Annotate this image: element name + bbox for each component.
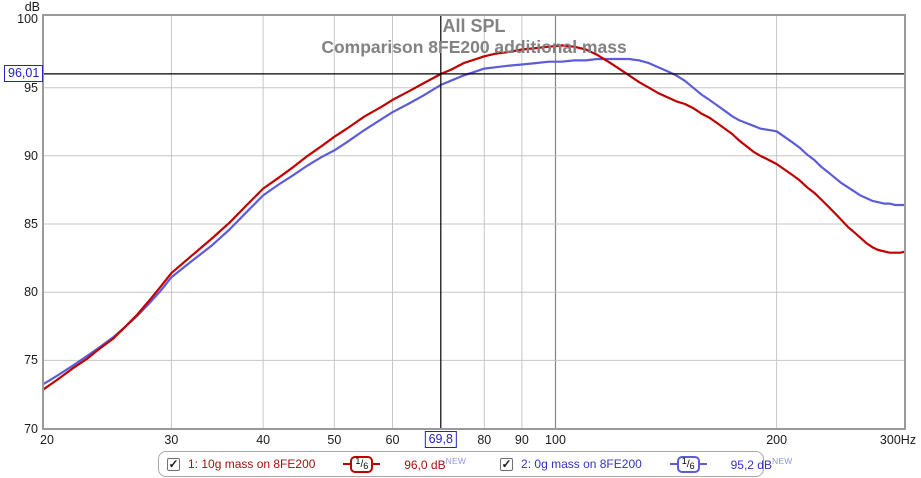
x-tick-label: 100 (545, 433, 566, 447)
plot-area[interactable] (42, 14, 906, 430)
x-tick-label: 50 (327, 433, 342, 447)
measurement-1-label: 1: 10g mass on 8FE200 (188, 457, 316, 471)
checkmark-icon: ✓ (501, 456, 512, 471)
smoothing-badge-1[interactable]: 1/6 (343, 455, 381, 473)
measurement-2-label: 2: 0g mass on 8FE200 (521, 457, 642, 471)
line-sample-icon (373, 463, 381, 465)
x-tick-label: 300Hz (879, 433, 917, 447)
checkmark-icon: ✓ (168, 456, 179, 471)
line-sample-icon (699, 463, 707, 465)
y-axis-unit-label: dB (24, 0, 40, 14)
new-flag: NEW (771, 456, 793, 466)
measurement-2-checkbox[interactable]: ✓ (500, 456, 514, 471)
new-flag: NEW (445, 456, 467, 466)
x-tick-label: 30 (164, 433, 179, 447)
line-sample-icon (343, 463, 351, 465)
line-sample-icon (669, 463, 677, 465)
y-tick-label: 70 (24, 421, 38, 436)
y-tick-label: 95 (24, 80, 38, 95)
freq-cursor-readout: 69,8 (424, 431, 457, 448)
legend-entry-2: ✓ 2: 0g mass on 8FE200 1/6 95,2 dBNEW (500, 455, 793, 473)
smoothing-badge-2[interactable]: 1/6 (669, 455, 707, 473)
x-tick-label: 20 (40, 433, 54, 447)
series-1-curve (42, 44, 906, 392)
plot-frame (42, 14, 906, 430)
x-tick-label: 200 (766, 433, 788, 447)
legend-bar: ✓ 1: 10g mass on 8FE200 1/6 96,0 dBNEW ✓… (158, 451, 792, 477)
x-tick-label: 40 (256, 433, 271, 447)
legend-entry-1: ✓ 1: 10g mass on 8FE200 1/6 96,0 dBNEW (167, 455, 467, 473)
y-tick-label: 75 (24, 353, 38, 368)
measurement-1-checkbox[interactable]: ✓ (167, 456, 180, 471)
spl-cursor-readout: 96,01 (4, 64, 44, 82)
measurement-2-cursor-value: 95,2 dBNEW (730, 456, 793, 472)
x-tick-label: 80 (477, 433, 492, 447)
measurement-1-cursor-value: 96,0 dBNEW (404, 456, 467, 472)
y-tick-label: 100 (17, 12, 38, 27)
y-tick-label: 90 (24, 148, 38, 163)
x-tick-label: 60 (385, 433, 400, 447)
y-tick-label: 85 (24, 217, 38, 232)
x-tick-label: 90 (514, 433, 529, 447)
y-tick-label: 80 (24, 285, 38, 300)
